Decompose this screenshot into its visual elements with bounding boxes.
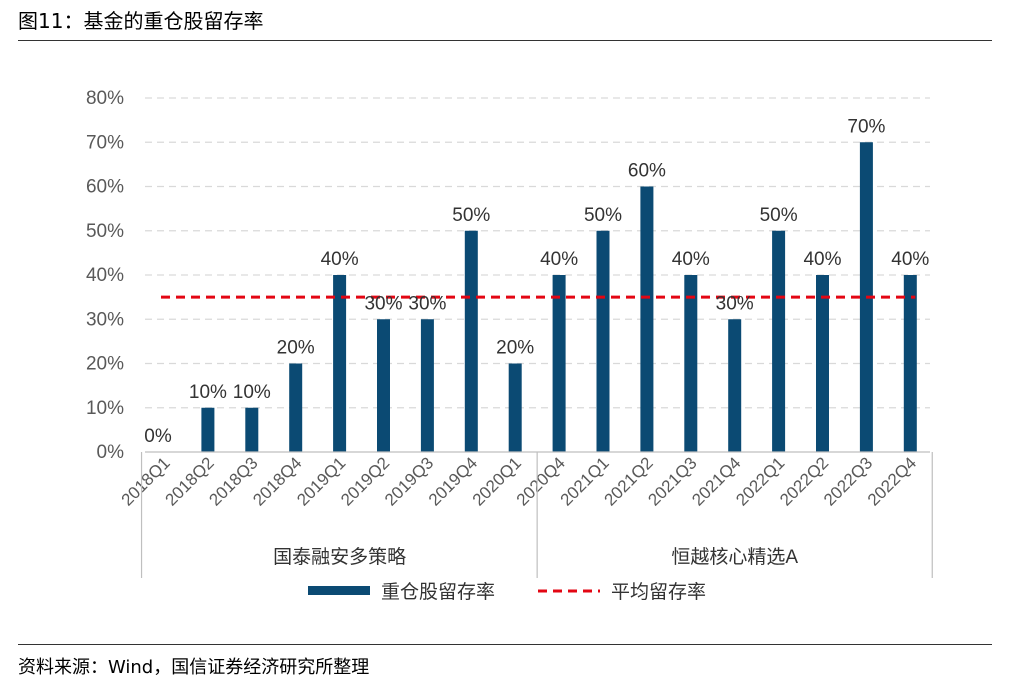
bar [684, 275, 698, 452]
bar [333, 275, 347, 452]
data-label: 40% [672, 249, 710, 270]
data-label: 60% [628, 161, 666, 182]
data-label: 40% [321, 249, 359, 270]
data-label: 40% [803, 249, 841, 270]
y-tick-label: 50% [86, 221, 124, 242]
bar [816, 275, 829, 452]
x-tick-label: 2022Q4 [864, 453, 920, 509]
y-tick-label: 40% [86, 265, 124, 286]
data-label: 40% [891, 249, 929, 270]
figure-title: 图11：基金的重仓股留存率 [18, 9, 264, 33]
legend-label-average: 平均留存率 [611, 581, 706, 603]
y-tick-label: 60% [86, 177, 124, 198]
bar [464, 230, 478, 452]
data-label: 0% [144, 426, 172, 447]
legend-swatch-bar [308, 586, 370, 595]
bottom-rule [18, 644, 992, 645]
bar [508, 363, 522, 452]
data-label: 50% [452, 205, 490, 226]
legend: 重仓股留存率 平均留存率 [308, 581, 706, 603]
bar [201, 407, 215, 452]
data-label: 10% [233, 382, 271, 403]
group-label: 恒越核心精选A [671, 546, 798, 568]
y-tick-label: 0% [97, 442, 125, 463]
data-label: 30% [408, 293, 446, 314]
bar [596, 230, 610, 452]
data-label: 40% [540, 249, 578, 270]
top-rule [18, 40, 992, 41]
bar [420, 319, 434, 452]
bar [552, 275, 566, 452]
bar [640, 186, 654, 452]
grid-lines [145, 97, 930, 409]
data-label: 10% [189, 382, 227, 403]
bar [245, 407, 259, 452]
data-label: 30% [364, 293, 402, 314]
data-label: 50% [760, 205, 798, 226]
bar [772, 230, 786, 452]
data-labels: 0% 10% 10% 20% 40% 30% 30% 50% 20% 40% 50% 60% 40% 30… [144, 116, 929, 447]
y-tick-label: 30% [86, 309, 124, 330]
data-label: 20% [496, 338, 534, 359]
bar [377, 319, 390, 452]
source-note: 资料来源：Wind，国信证券经济研究所整理 [18, 657, 370, 678]
y-tick-label: 10% [86, 398, 124, 419]
data-label: 50% [584, 205, 622, 226]
bar [728, 319, 742, 452]
y-tick-label: 80% [86, 88, 124, 109]
y-tick-label: 70% [86, 132, 124, 153]
bar [289, 363, 303, 452]
data-label: 20% [277, 338, 315, 359]
data-label: 70% [847, 116, 885, 137]
data-label: 30% [716, 293, 754, 314]
x-axis: 2018Q12018Q22018Q32018Q42019Q12019Q22019… [118, 451, 933, 578]
legend-label-bar: 重仓股留存率 [381, 581, 495, 603]
group-label: 国泰融安多策略 [273, 546, 406, 568]
y-axis-ticks: 0% 10% 20% 30% 40% 50% 60% 70% 80% [86, 88, 124, 463]
y-tick-label: 20% [86, 354, 124, 375]
bar [903, 275, 917, 452]
bars [201, 142, 917, 452]
